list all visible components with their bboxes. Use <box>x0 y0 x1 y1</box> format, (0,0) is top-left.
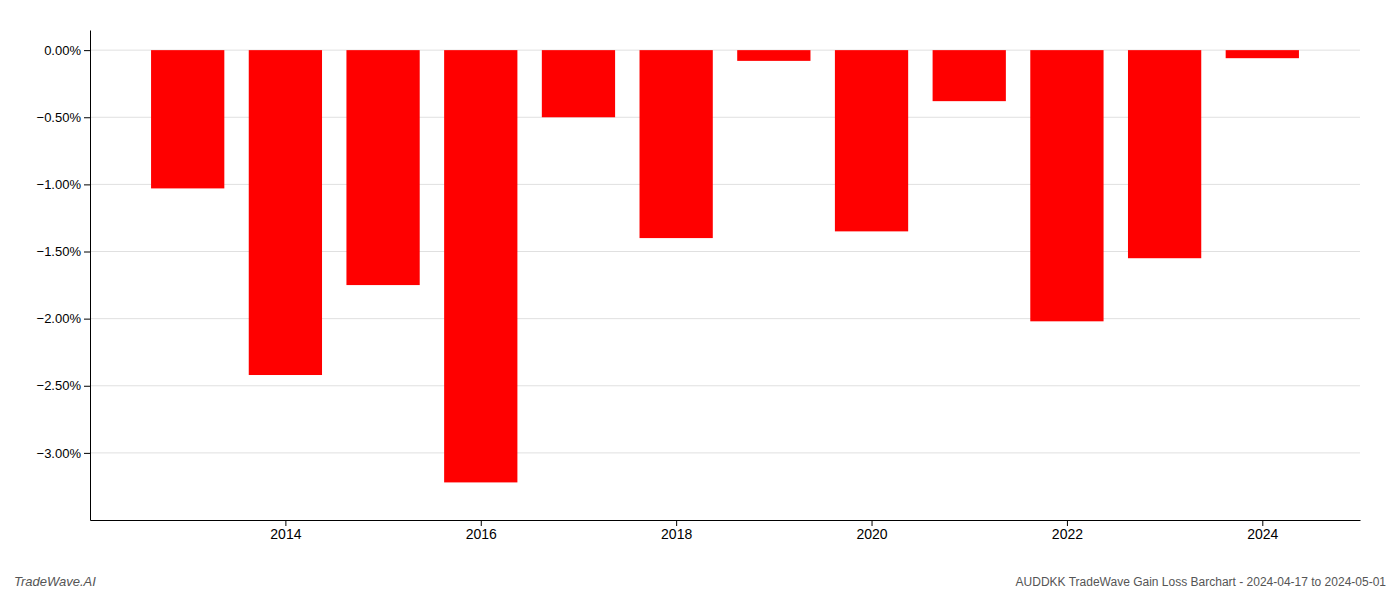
y-tick-label: −3.00% <box>37 446 82 461</box>
y-tick: −0.50% <box>37 110 90 125</box>
bar <box>542 50 615 117</box>
bar <box>835 50 908 231</box>
x-tick-label: 2014 <box>270 526 301 542</box>
x-tick-label: 2020 <box>856 526 887 542</box>
bar <box>1128 50 1201 258</box>
y-tick-label: 0.00% <box>44 43 81 58</box>
x-axis: 2014 2016 2018 2020 2022 2024 <box>91 520 1361 542</box>
y-tick-mark <box>84 117 90 118</box>
grid-line <box>90 385 1360 386</box>
y-tick-label: −0.50% <box>37 110 82 125</box>
y-axis: 0.00% −0.50% −1.00% −1.50% −2.00% −2.50% −3.00… <box>37 31 91 521</box>
y-tick-label: −2.50% <box>37 378 82 393</box>
bar <box>444 50 517 482</box>
y-axis-line <box>90 31 91 521</box>
bar <box>640 50 713 238</box>
y-tick-mark <box>84 50 90 51</box>
y-tick-label: −2.00% <box>37 311 82 326</box>
bars <box>151 50 1299 482</box>
bar <box>1226 50 1299 58</box>
x-tick: 2022 <box>1052 520 1083 542</box>
x-tick-label: 2018 <box>661 526 692 542</box>
bar <box>346 50 419 285</box>
y-tick: −1.00% <box>37 177 90 192</box>
y-tick: 0.00% <box>44 43 90 58</box>
y-tick-label: −1.50% <box>37 244 82 259</box>
y-tick: −3.00% <box>37 446 90 461</box>
x-tick: 2018 <box>661 520 692 542</box>
y-tick: −2.00% <box>37 311 90 326</box>
y-tick: −1.50% <box>37 244 90 259</box>
y-tick-mark <box>84 252 90 253</box>
title: AUDDKK TradeWave Gain Loss Barchart - 20… <box>1016 575 1387 589</box>
x-tick: 2014 <box>270 520 301 542</box>
x-tick: 2016 <box>466 520 497 542</box>
y-tick-mark <box>84 184 90 185</box>
x-tick-label: 2016 <box>466 526 497 542</box>
chart: 0.00% −0.50% −1.00% −1.50% −2.00% −2.50% −3.00… <box>0 0 1400 600</box>
x-tick-label: 2022 <box>1052 526 1083 542</box>
bar <box>737 50 810 61</box>
y-tick-label: −1.00% <box>37 177 82 192</box>
y-tick-mark <box>84 386 90 387</box>
x-tick: 2020 <box>856 520 887 542</box>
grid <box>90 50 1360 453</box>
bar <box>1030 50 1103 321</box>
y-tick-mark <box>84 319 90 320</box>
y-tick: −2.50% <box>37 378 90 393</box>
grid-line <box>90 452 1360 453</box>
y-tick-mark <box>84 453 90 454</box>
x-axis-line <box>91 520 1361 521</box>
bar <box>933 50 1006 101</box>
x-tick: 2024 <box>1247 520 1278 542</box>
x-tick-label: 2024 <box>1247 526 1278 542</box>
bar <box>249 50 322 375</box>
watermark: TradeWave.AI <box>14 574 96 589</box>
bar <box>151 50 224 188</box>
